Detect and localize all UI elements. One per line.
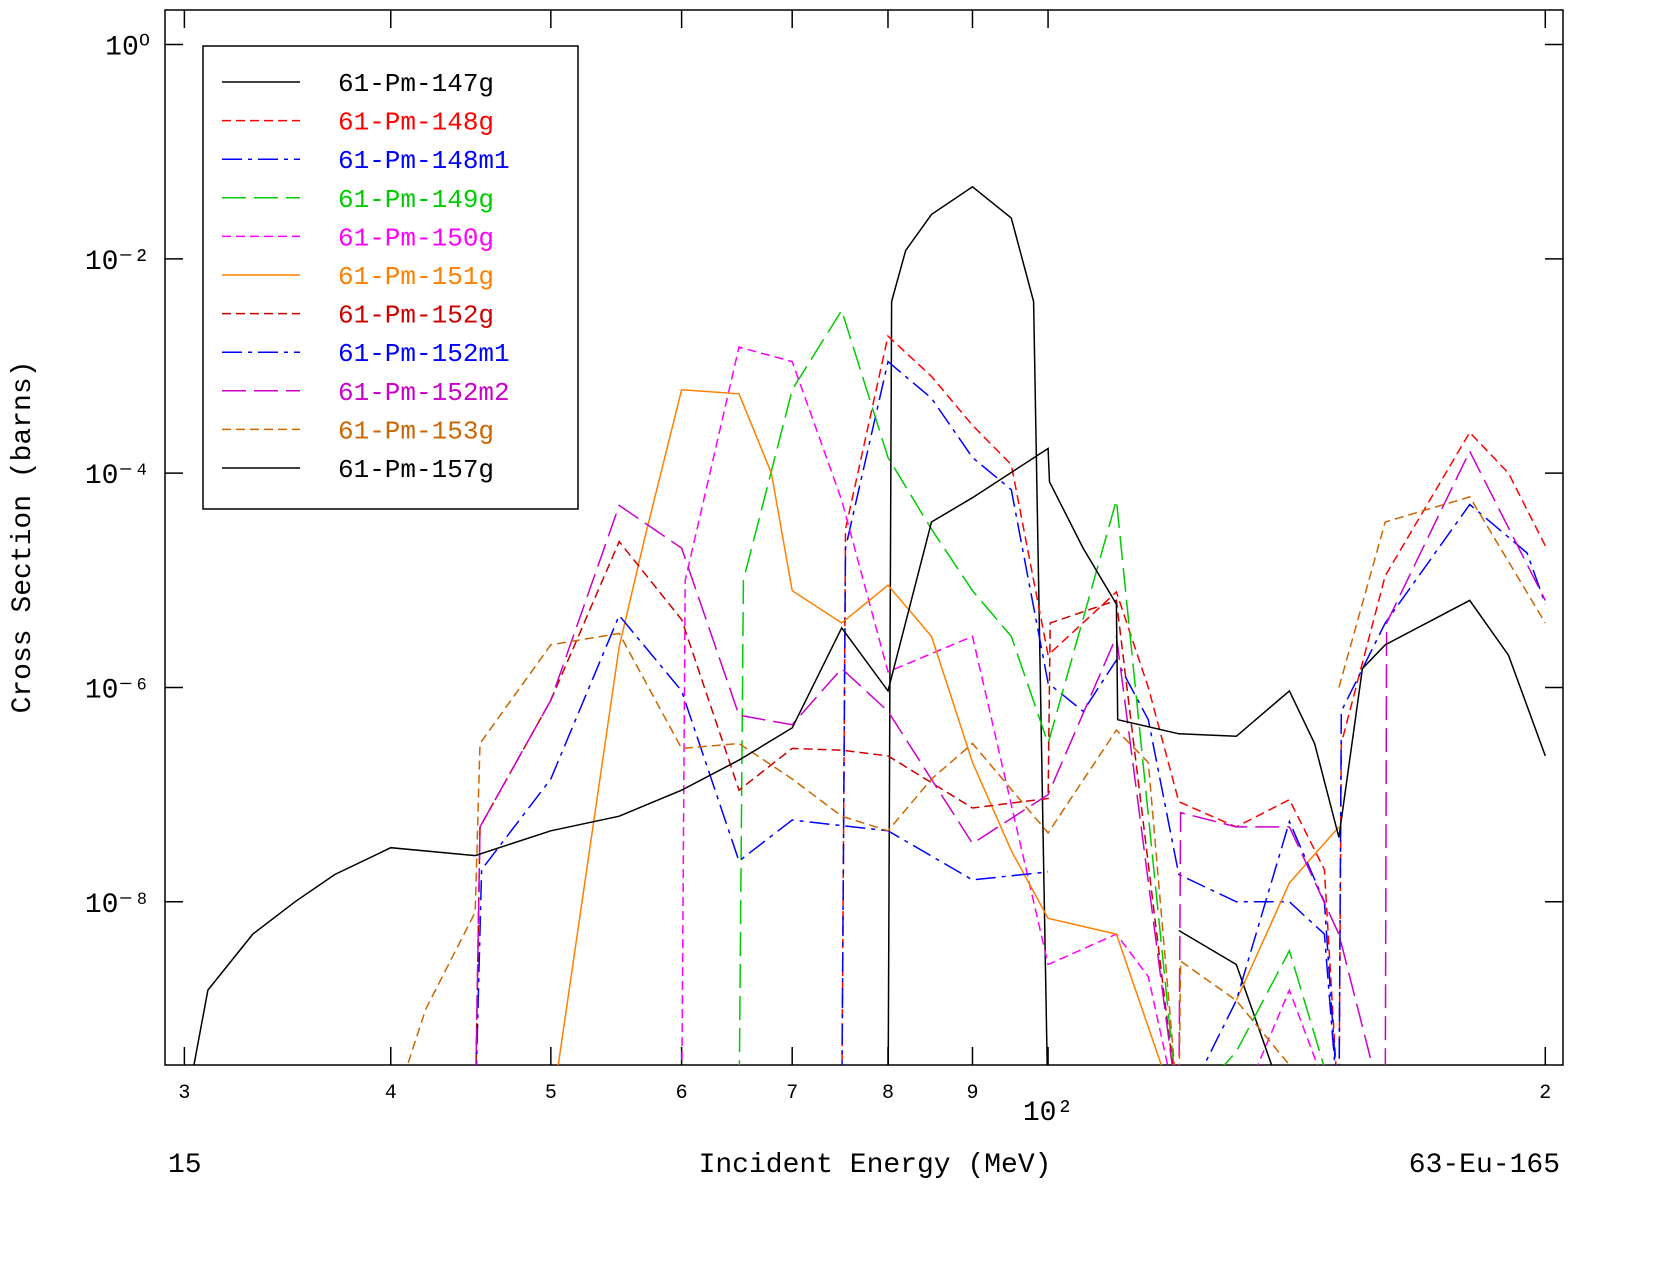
- legend-label: 61-Pm-152m1: [338, 339, 510, 369]
- left-note: 15: [168, 1150, 202, 1181]
- legend-label: 61-Pm-147g: [338, 69, 494, 99]
- y-tick-label: 10⁰: [105, 33, 150, 64]
- y-tick-label: 10⁻⁶: [85, 675, 150, 706]
- x-tick-label: 9: [966, 1082, 978, 1105]
- series-line: [738, 308, 1325, 1065]
- series-line: [557, 389, 1340, 1065]
- legend-label: 61-Pm-152m2: [338, 378, 510, 408]
- legend-label: 61-Pm-153g: [338, 416, 494, 446]
- right-note: 63-Eu-165: [1409, 1150, 1560, 1181]
- series-line: [887, 185, 1273, 1065]
- series-line: [681, 346, 1319, 1065]
- y-tick-label: 10⁻⁴: [85, 461, 150, 492]
- legend-box: [202, 45, 579, 510]
- series-line: [475, 614, 1337, 1065]
- series-line: [841, 360, 1547, 1065]
- x-tick-label: 6: [676, 1082, 688, 1105]
- plot-lines: [193, 185, 1547, 1065]
- x-axis-label: Incident Energy (MeV): [699, 1150, 1052, 1181]
- x-tick-label: 4: [385, 1082, 397, 1105]
- x-tick-label: 2: [1539, 1082, 1551, 1105]
- series-line: [475, 449, 1546, 1065]
- legend-label: 61-Pm-149g: [338, 185, 494, 215]
- series-line: [193, 447, 1547, 1065]
- y-tick-label: 10⁻²: [85, 247, 150, 278]
- legend-label: 61-Pm-151g: [338, 262, 494, 292]
- series-line: [475, 540, 1174, 1065]
- x-tick-label: 5: [545, 1082, 557, 1105]
- legend-label: 61-Pm-150g: [338, 223, 494, 253]
- y-axis-label: Cross Section (barns): [8, 361, 39, 714]
- x-tick-label: 3: [178, 1082, 190, 1105]
- legend-label: 61-Pm-148g: [338, 108, 494, 138]
- series-line: [841, 334, 1546, 1065]
- y-tick-label: 10⁻⁸: [85, 890, 150, 921]
- plot-frame: [164, 9, 1564, 1066]
- x-tick-label: 10²: [1023, 1098, 1073, 1129]
- x-tick-label: 8: [882, 1082, 894, 1105]
- legend-label: 61-Pm-148m1: [338, 146, 510, 176]
- legend-label: 61-Pm-157g: [338, 455, 494, 485]
- legend-label: 61-Pm-152g: [338, 301, 494, 331]
- series-line: [406, 496, 1546, 1065]
- x-tick-label: 7: [786, 1082, 798, 1105]
